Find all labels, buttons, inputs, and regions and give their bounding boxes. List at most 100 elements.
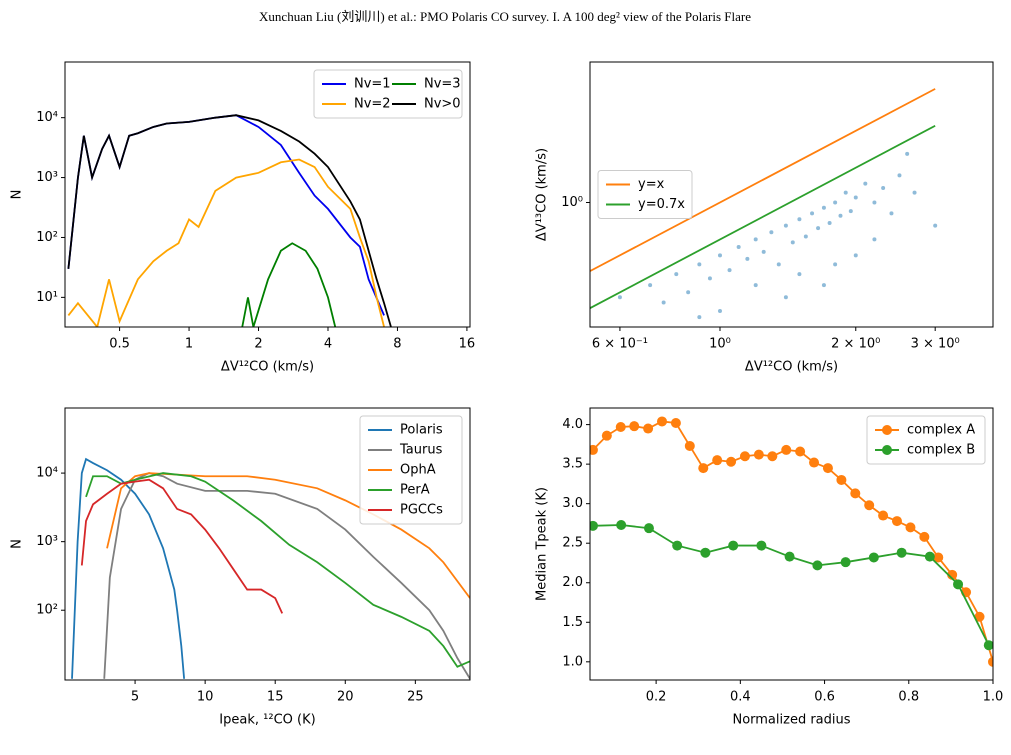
- legend-marker: [882, 425, 892, 435]
- x-tick-label: 2: [254, 337, 262, 352]
- legend-label: y=0.7x: [638, 197, 685, 212]
- marker: [698, 463, 709, 474]
- legend-marker: [882, 445, 892, 455]
- legend-label: PerA: [400, 483, 430, 498]
- y-tick-label: 10¹: [36, 290, 58, 305]
- y-tick-label: 1.5: [562, 615, 583, 630]
- y-tick-label: 3.5: [562, 457, 583, 472]
- y-tick-label: 3.0: [562, 496, 583, 511]
- y-tick-label: 2.0: [562, 575, 583, 590]
- scatter-point: [707, 276, 712, 281]
- series-line: [590, 88, 936, 272]
- scatter-point: [872, 237, 877, 242]
- y-tick-label: 10²: [36, 603, 58, 618]
- y-tick-label: 10⁴: [36, 110, 58, 125]
- x-axis-label: ΔV¹²CO (km/s): [221, 360, 314, 375]
- marker: [933, 552, 944, 563]
- x-tick-label: 15: [267, 690, 284, 705]
- x-axis-label: Normalized radius: [732, 713, 850, 728]
- marker: [615, 421, 626, 432]
- page-header: Xunchuan Liu (刘训川) et al.: PMO Polaris C…: [259, 9, 751, 24]
- marker: [822, 463, 833, 474]
- scatter-point: [717, 309, 722, 314]
- scatter-point: [833, 200, 838, 205]
- scatter-point: [872, 200, 877, 205]
- legend-box: [313, 69, 463, 119]
- legend-label: Taurus: [399, 443, 443, 458]
- scatter-point: [736, 245, 741, 250]
- scatter-point: [753, 283, 758, 288]
- y-tick-label: 2.5: [562, 536, 583, 551]
- marker: [643, 423, 654, 434]
- legend-label: Nv=3: [424, 77, 461, 92]
- y-axis-label: Median Tpeak (K): [535, 487, 550, 601]
- y-tick-label: 10²: [36, 230, 58, 245]
- scatter-point: [821, 283, 826, 288]
- plot-area: [71, 457, 470, 680]
- y-tick-label: 10³: [36, 534, 58, 549]
- series-line: [71, 457, 186, 679]
- marker: [684, 440, 695, 451]
- x-tick-label: 1.0: [983, 690, 1004, 705]
- series-line: [67, 158, 385, 327]
- scatter-point: [933, 223, 938, 228]
- marker: [924, 551, 935, 562]
- x-tick-label: 8: [393, 337, 401, 352]
- series-line: [241, 242, 337, 327]
- marker: [795, 446, 806, 457]
- marker: [657, 416, 668, 427]
- marker: [672, 540, 683, 551]
- scatter-point: [803, 234, 808, 239]
- x-tick-label: 16: [459, 337, 476, 352]
- scatter-point: [745, 256, 750, 261]
- y-tick-label: 4.0: [562, 417, 583, 432]
- axes-frame: [64, 61, 471, 328]
- marker: [767, 451, 778, 462]
- scatter-point: [761, 249, 766, 254]
- scatter-point: [797, 272, 802, 277]
- legend-label: Nv>0: [424, 97, 461, 112]
- y-axis-label: N: [10, 190, 25, 200]
- x-tick-label: 3 × 10⁰: [911, 337, 960, 352]
- x-tick-label: 20: [337, 690, 354, 705]
- x-tick-label: 0.2: [646, 690, 667, 705]
- scatter-point: [686, 290, 691, 295]
- axes-frame: [589, 61, 994, 328]
- series-line: [67, 114, 385, 316]
- marker: [864, 500, 875, 511]
- marker: [726, 456, 737, 467]
- marker: [953, 579, 964, 590]
- x-tick-label: 0.4: [730, 690, 751, 705]
- scatter-point: [776, 262, 781, 267]
- marker: [590, 444, 598, 455]
- legend-label: complex B: [907, 443, 975, 458]
- legend-label: Nv=1: [354, 77, 391, 92]
- axes-frame: [64, 407, 471, 681]
- x-tick-label: 0.5: [109, 337, 130, 352]
- legend-box: [597, 170, 693, 219]
- legend-label: Polaris: [400, 423, 443, 438]
- scatter-point: [753, 237, 758, 242]
- scatter-point: [827, 221, 832, 226]
- marker: [983, 640, 993, 651]
- legend-label: OphA: [400, 463, 436, 478]
- y-axis-label: N: [10, 539, 25, 549]
- x-axis-label: ΔV¹²CO (km/s): [745, 360, 838, 375]
- marker: [728, 540, 739, 551]
- scatter-point: [838, 213, 843, 218]
- x-tick-label: 0.8: [898, 690, 919, 705]
- marker: [988, 656, 993, 667]
- scatter-point: [790, 240, 795, 245]
- marker: [974, 611, 985, 622]
- x-tick-label: 4: [324, 337, 332, 352]
- scatter-point: [783, 223, 788, 228]
- legend-label: PGCCs: [400, 503, 443, 518]
- scatter-point: [853, 195, 858, 200]
- scatter-point: [648, 283, 653, 288]
- marker: [836, 474, 847, 485]
- marker: [629, 421, 640, 432]
- series-line: [103, 472, 470, 680]
- x-tick-label: 6 × 10⁻¹: [592, 337, 648, 352]
- marker: [868, 552, 879, 563]
- plot-area: [590, 88, 938, 320]
